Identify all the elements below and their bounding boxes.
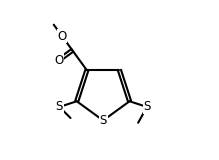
Text: S: S [143, 100, 151, 113]
Text: O: O [54, 54, 64, 67]
Text: S: S [56, 100, 63, 113]
Text: S: S [99, 114, 107, 127]
Text: O: O [58, 30, 67, 43]
